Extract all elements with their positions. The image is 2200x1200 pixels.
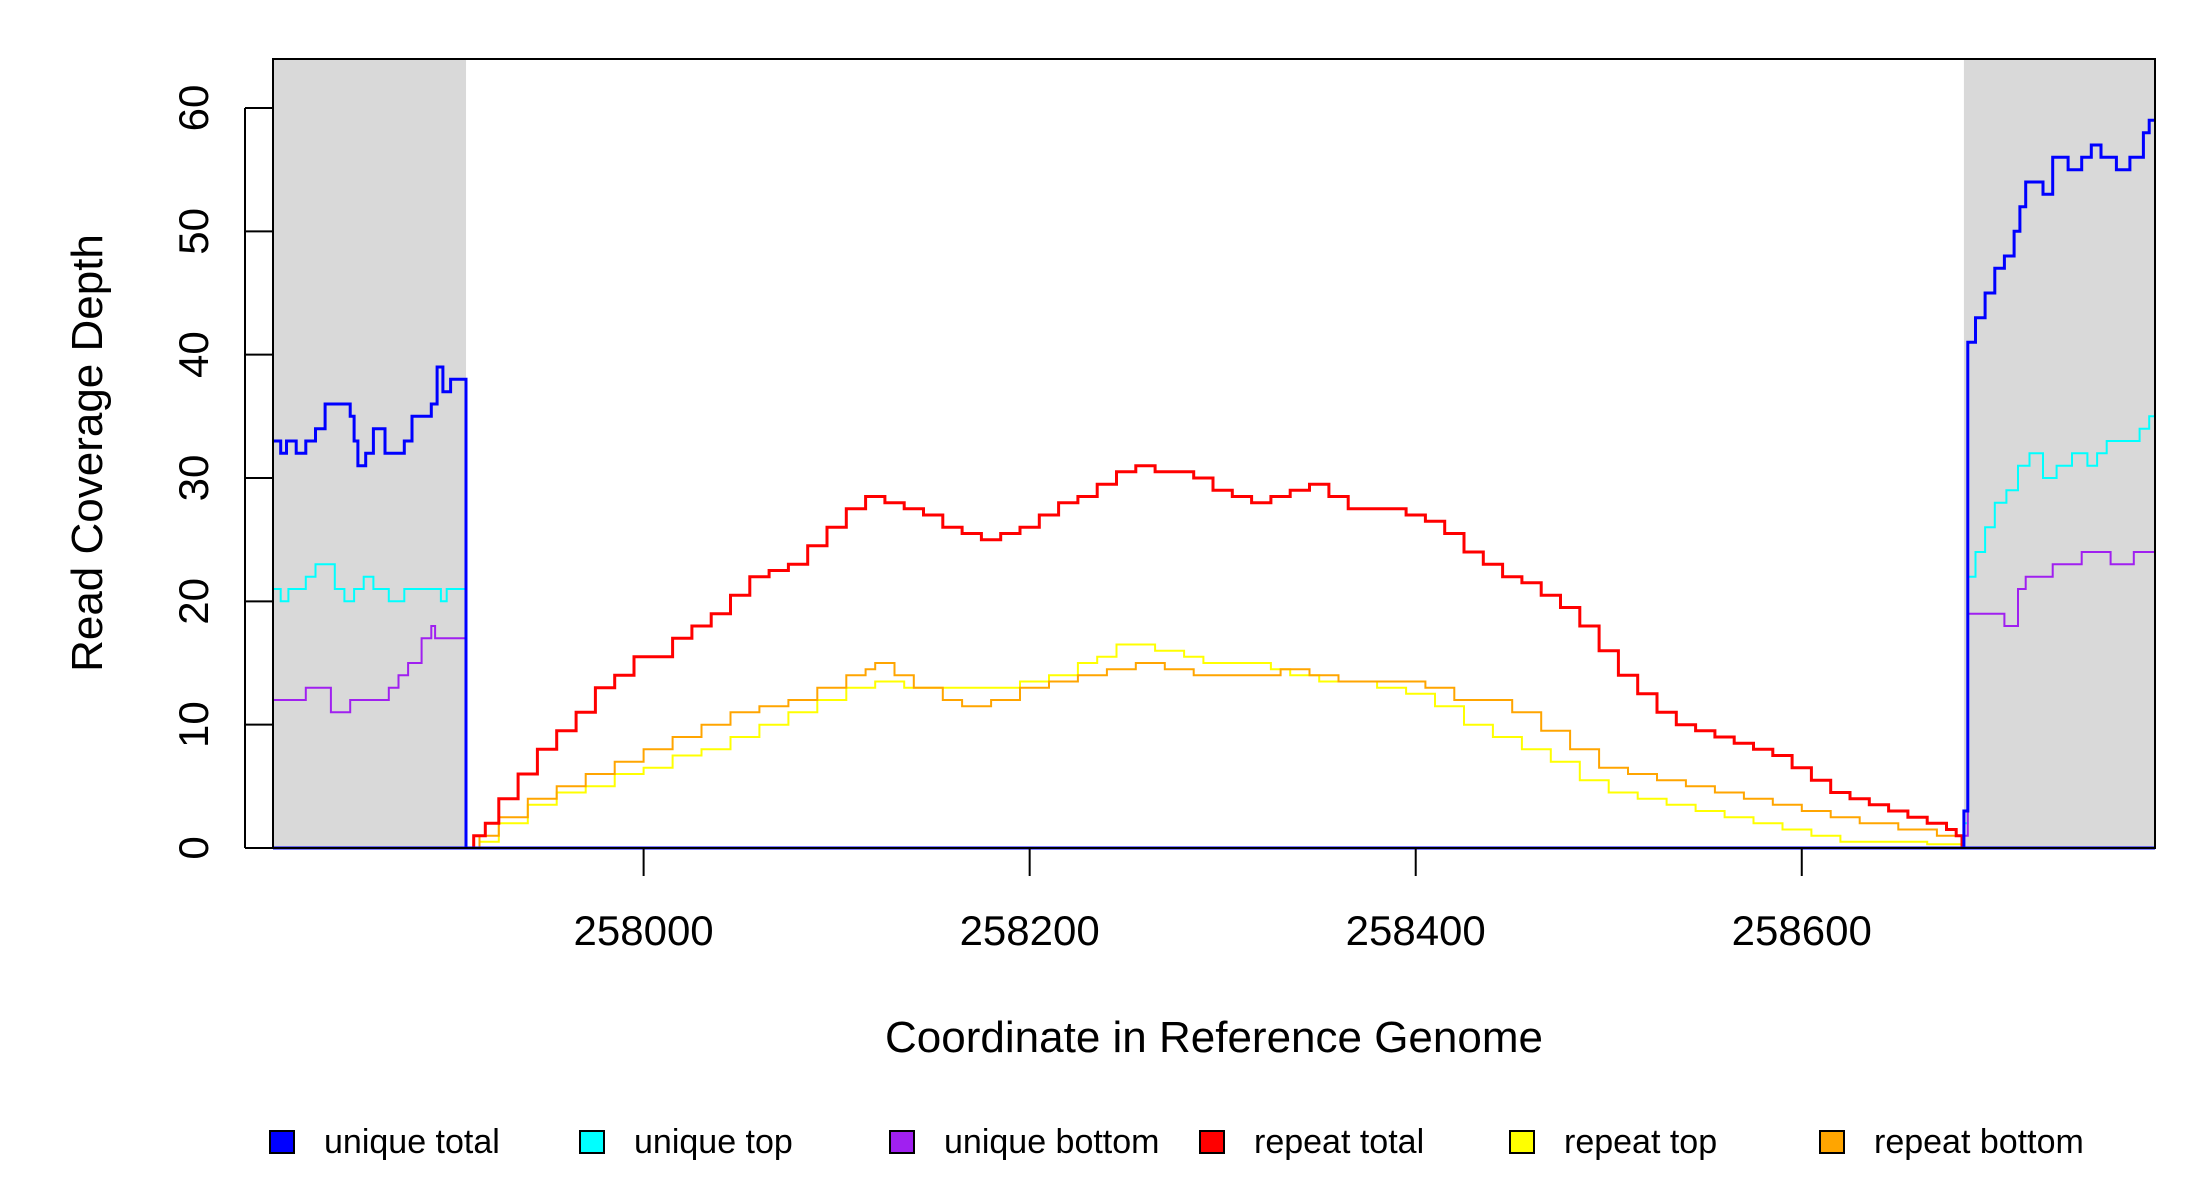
x-axis-label: Coordinate in Reference Genome xyxy=(885,1013,1543,1062)
series-line-repeat-total xyxy=(466,464,1964,850)
legend-swatch-unique-bottom xyxy=(889,1130,915,1154)
series-line-repeat-bottom xyxy=(466,662,1963,849)
x-tick-label: 258400 xyxy=(1346,907,1486,954)
shaded-regions xyxy=(273,59,2155,848)
series-lines xyxy=(273,118,2155,850)
y-tick-label: 50 xyxy=(170,208,217,255)
y-tick-label: 40 xyxy=(170,331,217,378)
legend-label-repeat-total: repeat total xyxy=(1254,1123,1424,1161)
y-tick-label: 0 xyxy=(170,836,217,859)
y-tick-label: 10 xyxy=(170,701,217,748)
series-line-unique-top xyxy=(273,415,2155,849)
legend-swatch-repeat-total xyxy=(1199,1130,1225,1154)
legend-swatch-repeat-bottom xyxy=(1819,1130,1845,1154)
x-tick-label: 258200 xyxy=(960,907,1100,954)
y-tick-label: 60 xyxy=(170,85,217,132)
legend-label-unique-total: unique total xyxy=(324,1123,500,1161)
y-tick-label: 30 xyxy=(170,455,217,502)
legend-label-unique-top: unique top xyxy=(634,1123,793,1161)
y-tick-label: 20 xyxy=(170,578,217,625)
legend: unique total unique top unique bottom repea… xyxy=(269,1123,2084,1161)
legend-swatch-unique-top xyxy=(579,1130,605,1154)
shaded-region-2 xyxy=(1963,59,2155,848)
legend-label-repeat-top: repeat top xyxy=(1564,1123,1717,1161)
legend-swatch-unique-total xyxy=(269,1130,295,1154)
plot-frame xyxy=(272,58,2156,849)
legend-swatch-repeat-top xyxy=(1509,1130,1535,1154)
legend-label-unique-bottom: unique bottom xyxy=(944,1123,1160,1161)
x-tick-label: 258600 xyxy=(1732,907,1872,954)
y-axis-label: Read Coverage Depth xyxy=(63,234,112,672)
legend-label-repeat-bottom: repeat bottom xyxy=(1874,1123,2084,1161)
series-line-repeat-top xyxy=(466,643,1963,849)
x-tick-label: 258000 xyxy=(574,907,714,954)
